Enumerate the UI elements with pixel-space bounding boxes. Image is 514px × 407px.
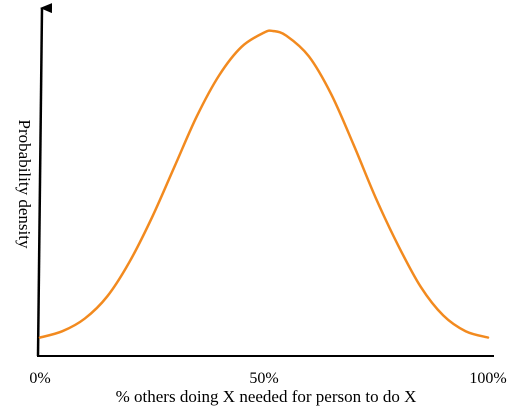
y-axis bbox=[36, 3, 53, 357]
density-curve bbox=[38, 29, 490, 339]
y-axis-title: Probability density bbox=[15, 120, 34, 249]
x-tick-label: 0% bbox=[29, 370, 50, 387]
x-tick-label: 50% bbox=[249, 370, 278, 387]
x-tick-labels: 0% 50% 100% bbox=[29, 370, 506, 387]
x-tick-label: 100% bbox=[469, 370, 506, 387]
x-axis-title: % others doing X needed for person to do… bbox=[116, 387, 417, 406]
